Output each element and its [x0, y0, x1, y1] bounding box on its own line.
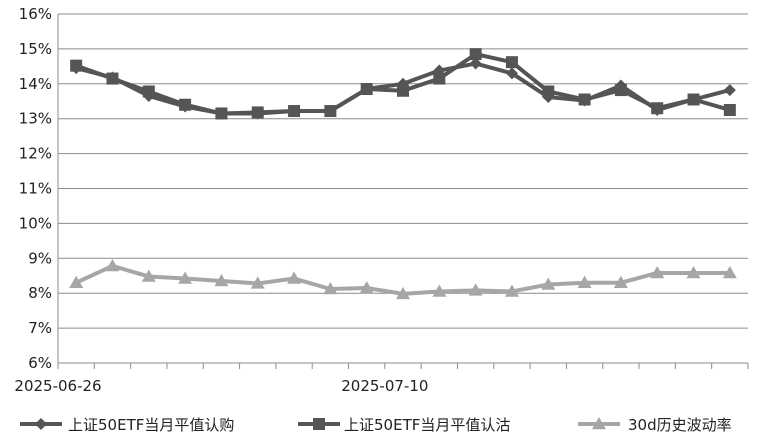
- series-hv30: [69, 258, 737, 300]
- data-point-put: [215, 107, 228, 120]
- data-point-hv30: [432, 284, 447, 297]
- legend-label: 30d历史波动率: [628, 416, 732, 434]
- data-point-put: [142, 85, 155, 98]
- y-tick-label: 13%: [19, 110, 52, 128]
- legend-label: 上证50ETF当月平值认购: [68, 416, 234, 434]
- legend-item-put: 上证50ETF当月平值认沽: [298, 416, 510, 434]
- data-point-call: [469, 57, 482, 70]
- legend-item-call: 上证50ETF当月平值认购: [20, 416, 234, 434]
- data-point-put: [687, 93, 700, 106]
- data-point-hv30: [359, 280, 374, 294]
- axes: [57, 14, 749, 369]
- data-point-hv30: [722, 265, 737, 279]
- legend-marker: [313, 418, 325, 430]
- x-tick-labels: 2025-06-26 2025-07-10: [14, 377, 428, 395]
- y-tick-labels: 6% 7% 8% 9% 10% 11% 12% 13% 14% 15% 16%: [19, 5, 52, 372]
- data-point-put: [542, 85, 555, 98]
- data-point-put: [397, 84, 409, 97]
- legend-marker: [592, 417, 606, 430]
- series-put: [70, 48, 736, 120]
- y-tick-label: 7%: [28, 319, 52, 337]
- y-tick-label: 8%: [28, 284, 52, 302]
- legend-marker: [35, 418, 47, 430]
- data-point-put: [288, 105, 301, 118]
- series: [69, 48, 737, 300]
- y-tick-label: 12%: [19, 145, 52, 163]
- data-point-put: [505, 56, 518, 69]
- data-point-hv30: [468, 283, 483, 296]
- data-point-hv30: [504, 284, 519, 297]
- x-tick-label: 2025-06-26: [14, 377, 101, 395]
- data-point-hv30: [69, 275, 84, 288]
- data-point-hv30: [141, 269, 156, 282]
- legend: 上证50ETF当月平值认购 上证50ETF当月平值认沽 30d历史波动率: [20, 416, 732, 434]
- legend-label: 上证50ETF当月平值认沽: [344, 416, 510, 434]
- y-tick-label: 9%: [28, 249, 52, 267]
- data-point-put: [360, 83, 373, 96]
- data-point-put: [106, 72, 119, 85]
- data-point-hv30: [396, 286, 410, 300]
- data-point-hv30: [650, 265, 665, 279]
- data-point-hv30: [250, 276, 265, 289]
- data-point-put: [179, 98, 192, 111]
- y-tick-label: 10%: [19, 214, 52, 232]
- y-tick-label: 15%: [19, 40, 52, 58]
- data-point-put: [614, 84, 627, 97]
- data-point-hv30: [686, 265, 701, 279]
- data-point-put: [723, 103, 736, 116]
- data-point-call: [723, 84, 736, 97]
- data-point-hv30: [287, 271, 302, 284]
- y-tick-label: 11%: [19, 180, 52, 198]
- data-point-put: [578, 93, 591, 106]
- data-point-put: [70, 59, 83, 72]
- y-tick-label: 16%: [19, 5, 52, 23]
- legend-item-hv30: 30d历史波动率: [578, 416, 732, 434]
- data-point-put: [469, 48, 482, 61]
- y-tick-label: 6%: [28, 354, 52, 372]
- data-point-hv30: [105, 258, 120, 272]
- y-tick-label: 14%: [19, 75, 52, 93]
- data-point-hv30: [613, 275, 628, 288]
- x-tick-label: 2025-07-10: [341, 377, 428, 395]
- gridlines: [58, 13, 748, 329]
- data-point-hv30: [178, 271, 193, 284]
- data-point-call: [505, 67, 518, 80]
- data-point-hv30: [541, 277, 556, 290]
- data-point-hv30: [214, 273, 229, 287]
- data-point-put: [324, 105, 337, 118]
- data-point-put: [651, 102, 664, 115]
- data-point-hv30: [577, 275, 592, 288]
- data-point-hv30: [323, 282, 338, 295]
- data-point-put: [433, 72, 446, 85]
- data-point-put: [251, 106, 264, 119]
